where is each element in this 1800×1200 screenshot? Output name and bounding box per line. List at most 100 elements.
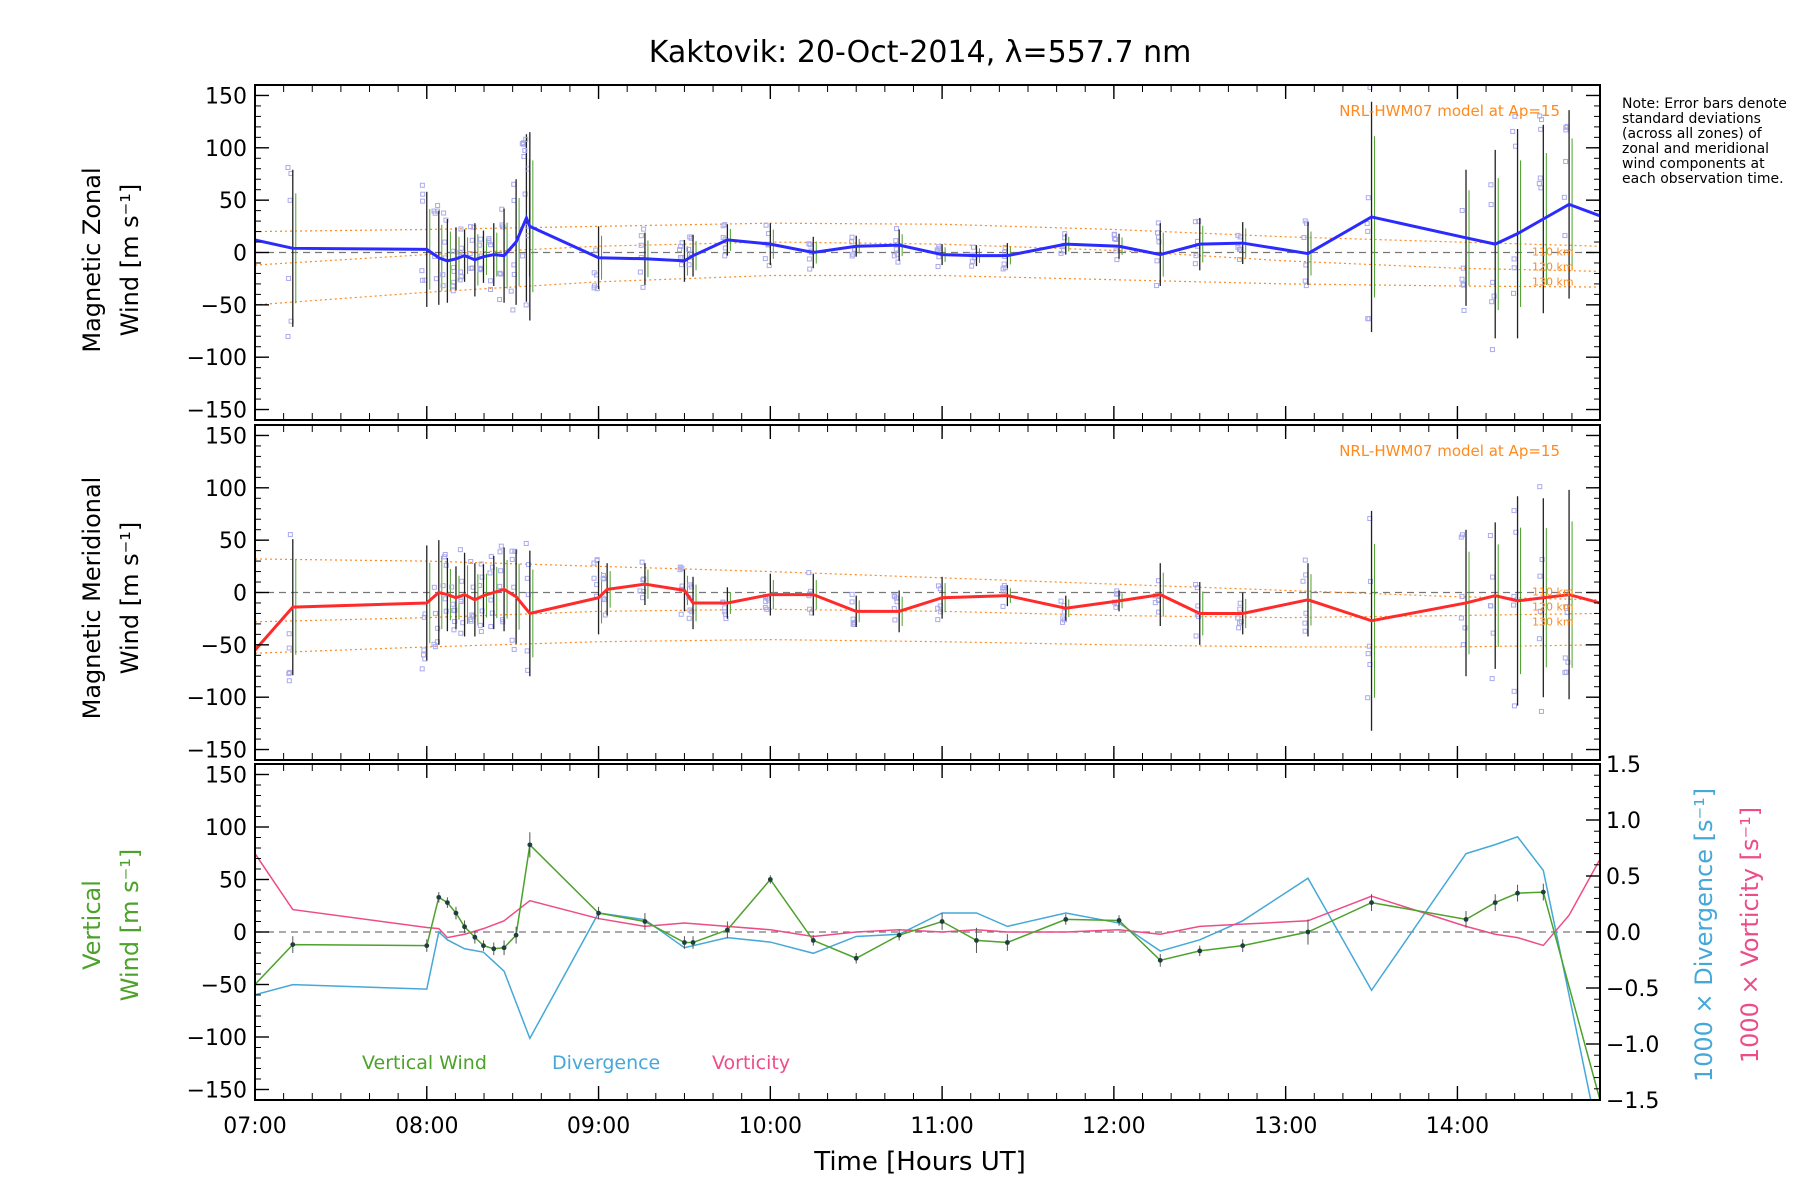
zone-sample-point	[432, 644, 438, 650]
vertical-wind-point	[1116, 918, 1122, 923]
zone-sample-point	[488, 553, 494, 559]
zone-sample-point	[600, 575, 606, 581]
zone-sample-point	[286, 275, 292, 281]
vertical-wind-point	[810, 938, 816, 943]
zone-sample-point	[849, 599, 855, 605]
zone-sample-point	[766, 263, 772, 269]
zone-sample-point	[1062, 231, 1068, 237]
zone-sample-point	[1302, 278, 1308, 284]
legend-divergence: Divergence	[552, 1052, 660, 1074]
model-label: NRL-HWM07 model at Ap=15	[1339, 102, 1560, 120]
x-tick-label: 08:00	[395, 1114, 458, 1139]
zone-sample-point	[451, 627, 457, 633]
zone-sample-point	[432, 610, 438, 616]
zone-sample-point	[1561, 194, 1567, 200]
zone-sample-point	[452, 619, 458, 625]
zone-sample-point	[525, 667, 531, 673]
vertical-panel: 1.5 1.0 0.5 0.0 −0.5 −1.0 −1.5 07:00 08:00 09:00 1…	[187, 753, 1660, 1139]
zone-sample-point	[1237, 600, 1243, 606]
x-tick-label: 12:00	[1082, 1114, 1145, 1139]
zone-sample-point	[443, 562, 449, 568]
vertical-wind-point	[1515, 890, 1520, 896]
zone-sample-point	[764, 606, 770, 612]
zone-sample-point	[602, 597, 608, 603]
panel-content	[255, 85, 1600, 353]
zone-sample-point	[1562, 233, 1568, 239]
vertical-wind-point	[453, 910, 459, 916]
zone-sample-point	[449, 584, 455, 590]
zone-sample-point	[1302, 620, 1308, 626]
zone-sample-point	[1365, 228, 1371, 234]
zone-sample-point	[431, 208, 437, 214]
zone-sample-point	[521, 154, 527, 160]
zone-sample-point	[458, 226, 464, 232]
vertical-wind-point	[896, 932, 902, 938]
zone-sample-point	[458, 597, 464, 603]
zone-sample-point	[458, 630, 464, 636]
zone-sample-point	[849, 234, 855, 240]
panel-content	[255, 832, 1600, 1100]
zone-sample-point	[1113, 604, 1119, 610]
zone-sample-point	[1489, 347, 1495, 353]
zone-sample-point	[1058, 250, 1064, 256]
y-tick-label: 0	[233, 242, 247, 267]
y-tick-label: −150	[187, 1079, 247, 1104]
zone-sample-point	[420, 198, 426, 204]
zone-sample-point	[677, 567, 683, 573]
model-level-label: 120 km	[1532, 261, 1574, 274]
vertical-wind-point	[1540, 889, 1546, 895]
zone-sample-point	[1511, 290, 1517, 296]
zone-sample-point	[1511, 265, 1517, 271]
zone-sample-point	[524, 575, 530, 581]
zone-sample-point	[1511, 256, 1517, 262]
zone-sample-point	[1459, 276, 1465, 282]
model-level-label: 120 km	[1532, 601, 1574, 614]
zone-sample-point	[935, 617, 941, 623]
zone-sample-point	[591, 575, 597, 581]
vertical-wind-point	[1063, 917, 1069, 922]
model-label: NRL-HWM07 model at Ap=15	[1339, 442, 1560, 460]
y-tick-label: 0	[233, 921, 247, 946]
zone-sample-point	[763, 222, 769, 228]
zone-sample-point	[478, 561, 484, 567]
zone-sample-point	[488, 278, 494, 284]
zone-sample-point	[526, 562, 532, 568]
y-tick-label: −150	[187, 399, 247, 424]
y-tick-label: 0	[233, 582, 247, 607]
zone-sample-point	[469, 237, 475, 243]
zone-sample-point	[895, 259, 901, 265]
model-level-label: 130 km	[1532, 616, 1574, 629]
zone-sample-point	[679, 262, 685, 268]
zone-sample-point	[508, 288, 514, 294]
zone-sample-point	[442, 239, 448, 245]
zone-sample-point	[1114, 257, 1120, 263]
zone-sample-point	[1001, 261, 1007, 267]
zone-sample-point	[479, 608, 485, 614]
zone-sample-point	[637, 588, 643, 594]
zone-sample-point	[1511, 602, 1517, 608]
zone-sample-point	[638, 242, 644, 248]
vertical-wind-point	[974, 938, 979, 943]
vertical-wind-point	[424, 943, 430, 949]
zone-sample-point	[1489, 299, 1495, 305]
zone-sample-point	[677, 564, 683, 570]
vertical-wind-point	[1463, 917, 1469, 922]
x-tick-label: 09:00	[567, 1114, 630, 1139]
x-tick-label: 14:00	[1426, 1114, 1489, 1139]
zone-sample-point	[893, 246, 899, 252]
right-tick-label: 0.0	[1606, 921, 1641, 946]
zone-sample-point	[497, 297, 503, 303]
zone-sample-point	[935, 605, 941, 611]
zone-sample-point	[594, 558, 600, 564]
right-tick-label: 1.5	[1606, 753, 1641, 778]
zone-sample-point	[523, 540, 529, 546]
zone-sample-point	[1537, 573, 1543, 579]
zone-sample-point	[440, 583, 446, 589]
zone-sample-point	[457, 277, 463, 283]
vertical-wind-point	[491, 946, 497, 952]
zone-sample-point	[450, 248, 456, 254]
y-tick-label: 50	[219, 869, 247, 894]
y-tick-label: −100	[187, 686, 247, 711]
y-tick-label: 50	[219, 529, 247, 554]
zone-sample-point	[457, 249, 463, 255]
